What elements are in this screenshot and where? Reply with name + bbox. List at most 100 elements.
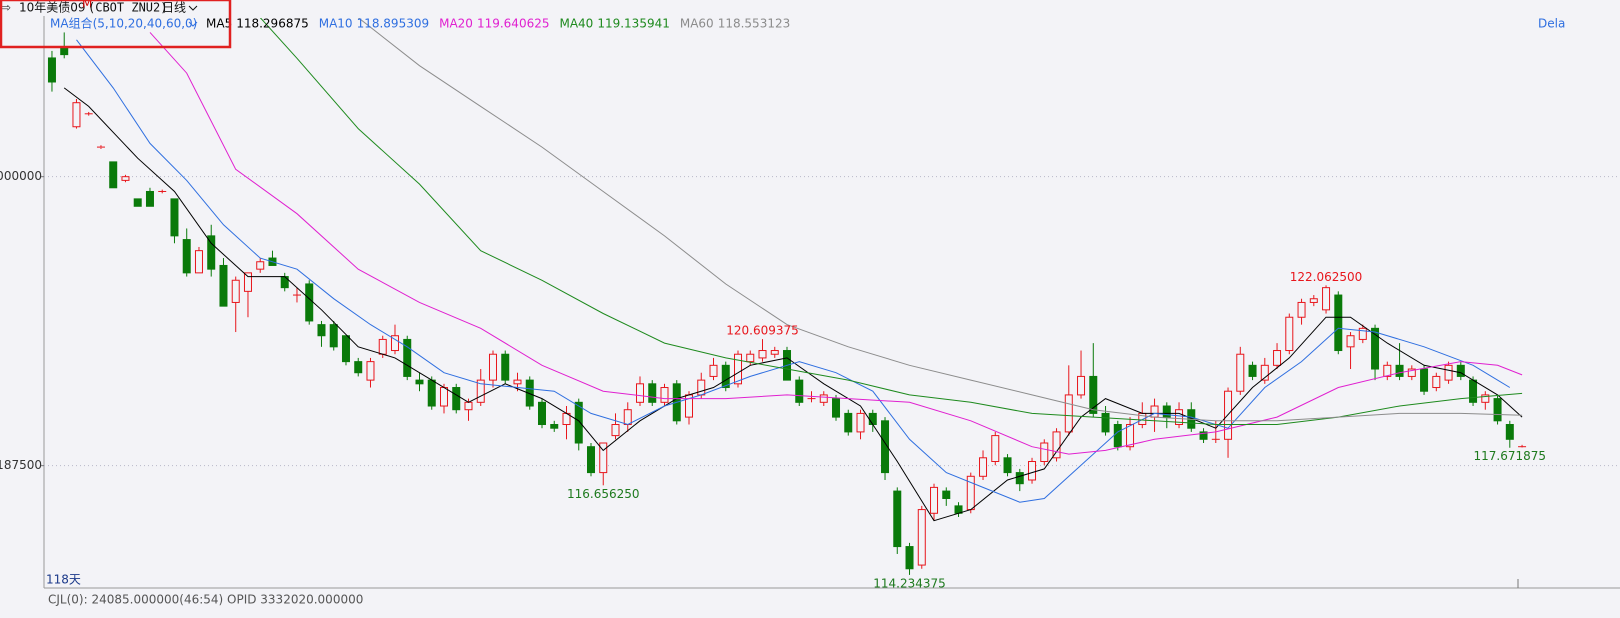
legend-name: MA5	[206, 17, 232, 31]
candle-body	[709, 364, 718, 377]
candle-body	[60, 46, 69, 56]
legend-name: MA60	[680, 17, 714, 31]
candle-body	[1028, 460, 1037, 481]
candle-body	[721, 364, 730, 389]
candle-body	[1371, 327, 1380, 370]
extreme-label: 114.234375	[873, 576, 946, 590]
candle-body	[905, 546, 914, 570]
candle-body	[329, 324, 338, 348]
legend-chevron[interactable]	[188, 21, 198, 27]
legend-name: MA20	[439, 17, 473, 31]
candle-body	[47, 57, 56, 83]
candle-body	[219, 264, 228, 307]
period[interactable]: 日线	[162, 1, 186, 15]
legend-name: MA40	[559, 17, 593, 31]
candle-body	[1334, 294, 1343, 352]
candle-body	[1064, 394, 1073, 433]
candle-body	[697, 379, 706, 396]
ma-line	[259, 18, 1523, 425]
candle-body	[305, 283, 314, 322]
candle-body	[819, 394, 828, 403]
candle-body	[1260, 364, 1269, 381]
candle-body	[354, 361, 363, 374]
candle-body	[636, 383, 645, 403]
candle-body	[1101, 412, 1110, 433]
candle-body	[501, 353, 510, 381]
candle-body	[868, 412, 877, 426]
candle-body	[390, 335, 399, 352]
instrument-title[interactable]: 10年美债09	[19, 1, 86, 15]
candle-body	[1175, 409, 1184, 426]
candle-body	[1126, 424, 1135, 448]
candle-body	[586, 446, 595, 474]
candle-body	[1481, 394, 1490, 403]
candle-body	[550, 424, 559, 429]
candle-body	[1113, 424, 1122, 448]
legend-value: 118.296875	[236, 17, 309, 31]
candle-body	[415, 379, 424, 385]
candle-body	[1493, 398, 1502, 422]
candle-body	[1236, 353, 1245, 392]
candle-body	[611, 424, 620, 437]
candle-body	[1407, 368, 1416, 377]
legend-title[interactable]: MA组合(5,10,20,40,60,0)	[50, 16, 197, 31]
candle-body	[623, 409, 632, 426]
candle-body	[844, 412, 853, 433]
candle-body	[537, 401, 546, 426]
candle-body	[513, 379, 522, 385]
candle-body	[574, 401, 583, 444]
candle-body	[194, 250, 203, 274]
candle-body	[121, 176, 130, 181]
plot-area	[44, 18, 1620, 575]
candle-body	[893, 490, 902, 548]
candle-body	[1346, 335, 1355, 348]
ma-line	[357, 18, 1523, 422]
candle-body	[133, 198, 142, 207]
footer-indicator: CJL(0): 24085.000000(46:54) OPID 3332020…	[48, 593, 363, 607]
candle-body	[979, 457, 988, 477]
candle-body	[317, 324, 326, 337]
candle-body	[930, 486, 939, 514]
candle-body	[1052, 431, 1061, 459]
extreme-label: 116.656250	[567, 487, 640, 501]
candle-body	[1444, 364, 1453, 381]
candle-body	[1015, 472, 1024, 485]
candle-body	[243, 272, 252, 292]
candle-body	[366, 361, 375, 381]
candle-body	[1199, 431, 1208, 440]
candle-body	[452, 387, 461, 411]
candle-body	[145, 190, 154, 207]
candle-body	[1322, 287, 1331, 311]
legend-name: MA10	[319, 17, 353, 31]
legend-value: 118.895309	[357, 17, 430, 31]
candle-body	[1040, 442, 1049, 462]
candle-body	[378, 338, 387, 355]
candle-body	[648, 383, 657, 403]
candle-body	[72, 102, 81, 128]
candle-body	[439, 387, 448, 407]
candle-body	[207, 235, 216, 270]
candle-body	[488, 353, 497, 381]
highlight-box	[0, 0, 232, 49]
candle-body	[1077, 375, 1086, 396]
candle-body	[1383, 364, 1392, 377]
candle-body	[734, 353, 743, 385]
candle-body	[917, 509, 926, 566]
candle-body	[746, 353, 755, 363]
candle-body	[109, 161, 118, 189]
candle-body	[881, 420, 890, 474]
candle-body	[256, 261, 265, 270]
candle-body	[1395, 364, 1404, 377]
candle-body	[341, 335, 350, 363]
candle-body	[427, 379, 436, 407]
y-tick-label: 5.000000	[0, 169, 42, 183]
candle-body	[231, 279, 240, 303]
days-label: 118天	[46, 573, 81, 587]
title-mark: M	[82, 0, 92, 11]
period-chevron[interactable]	[188, 5, 198, 11]
corner-text: Dela	[1538, 17, 1565, 31]
legend-value: 119.640625	[477, 17, 550, 31]
candle-body	[660, 387, 669, 403]
candle-body	[991, 435, 1000, 462]
